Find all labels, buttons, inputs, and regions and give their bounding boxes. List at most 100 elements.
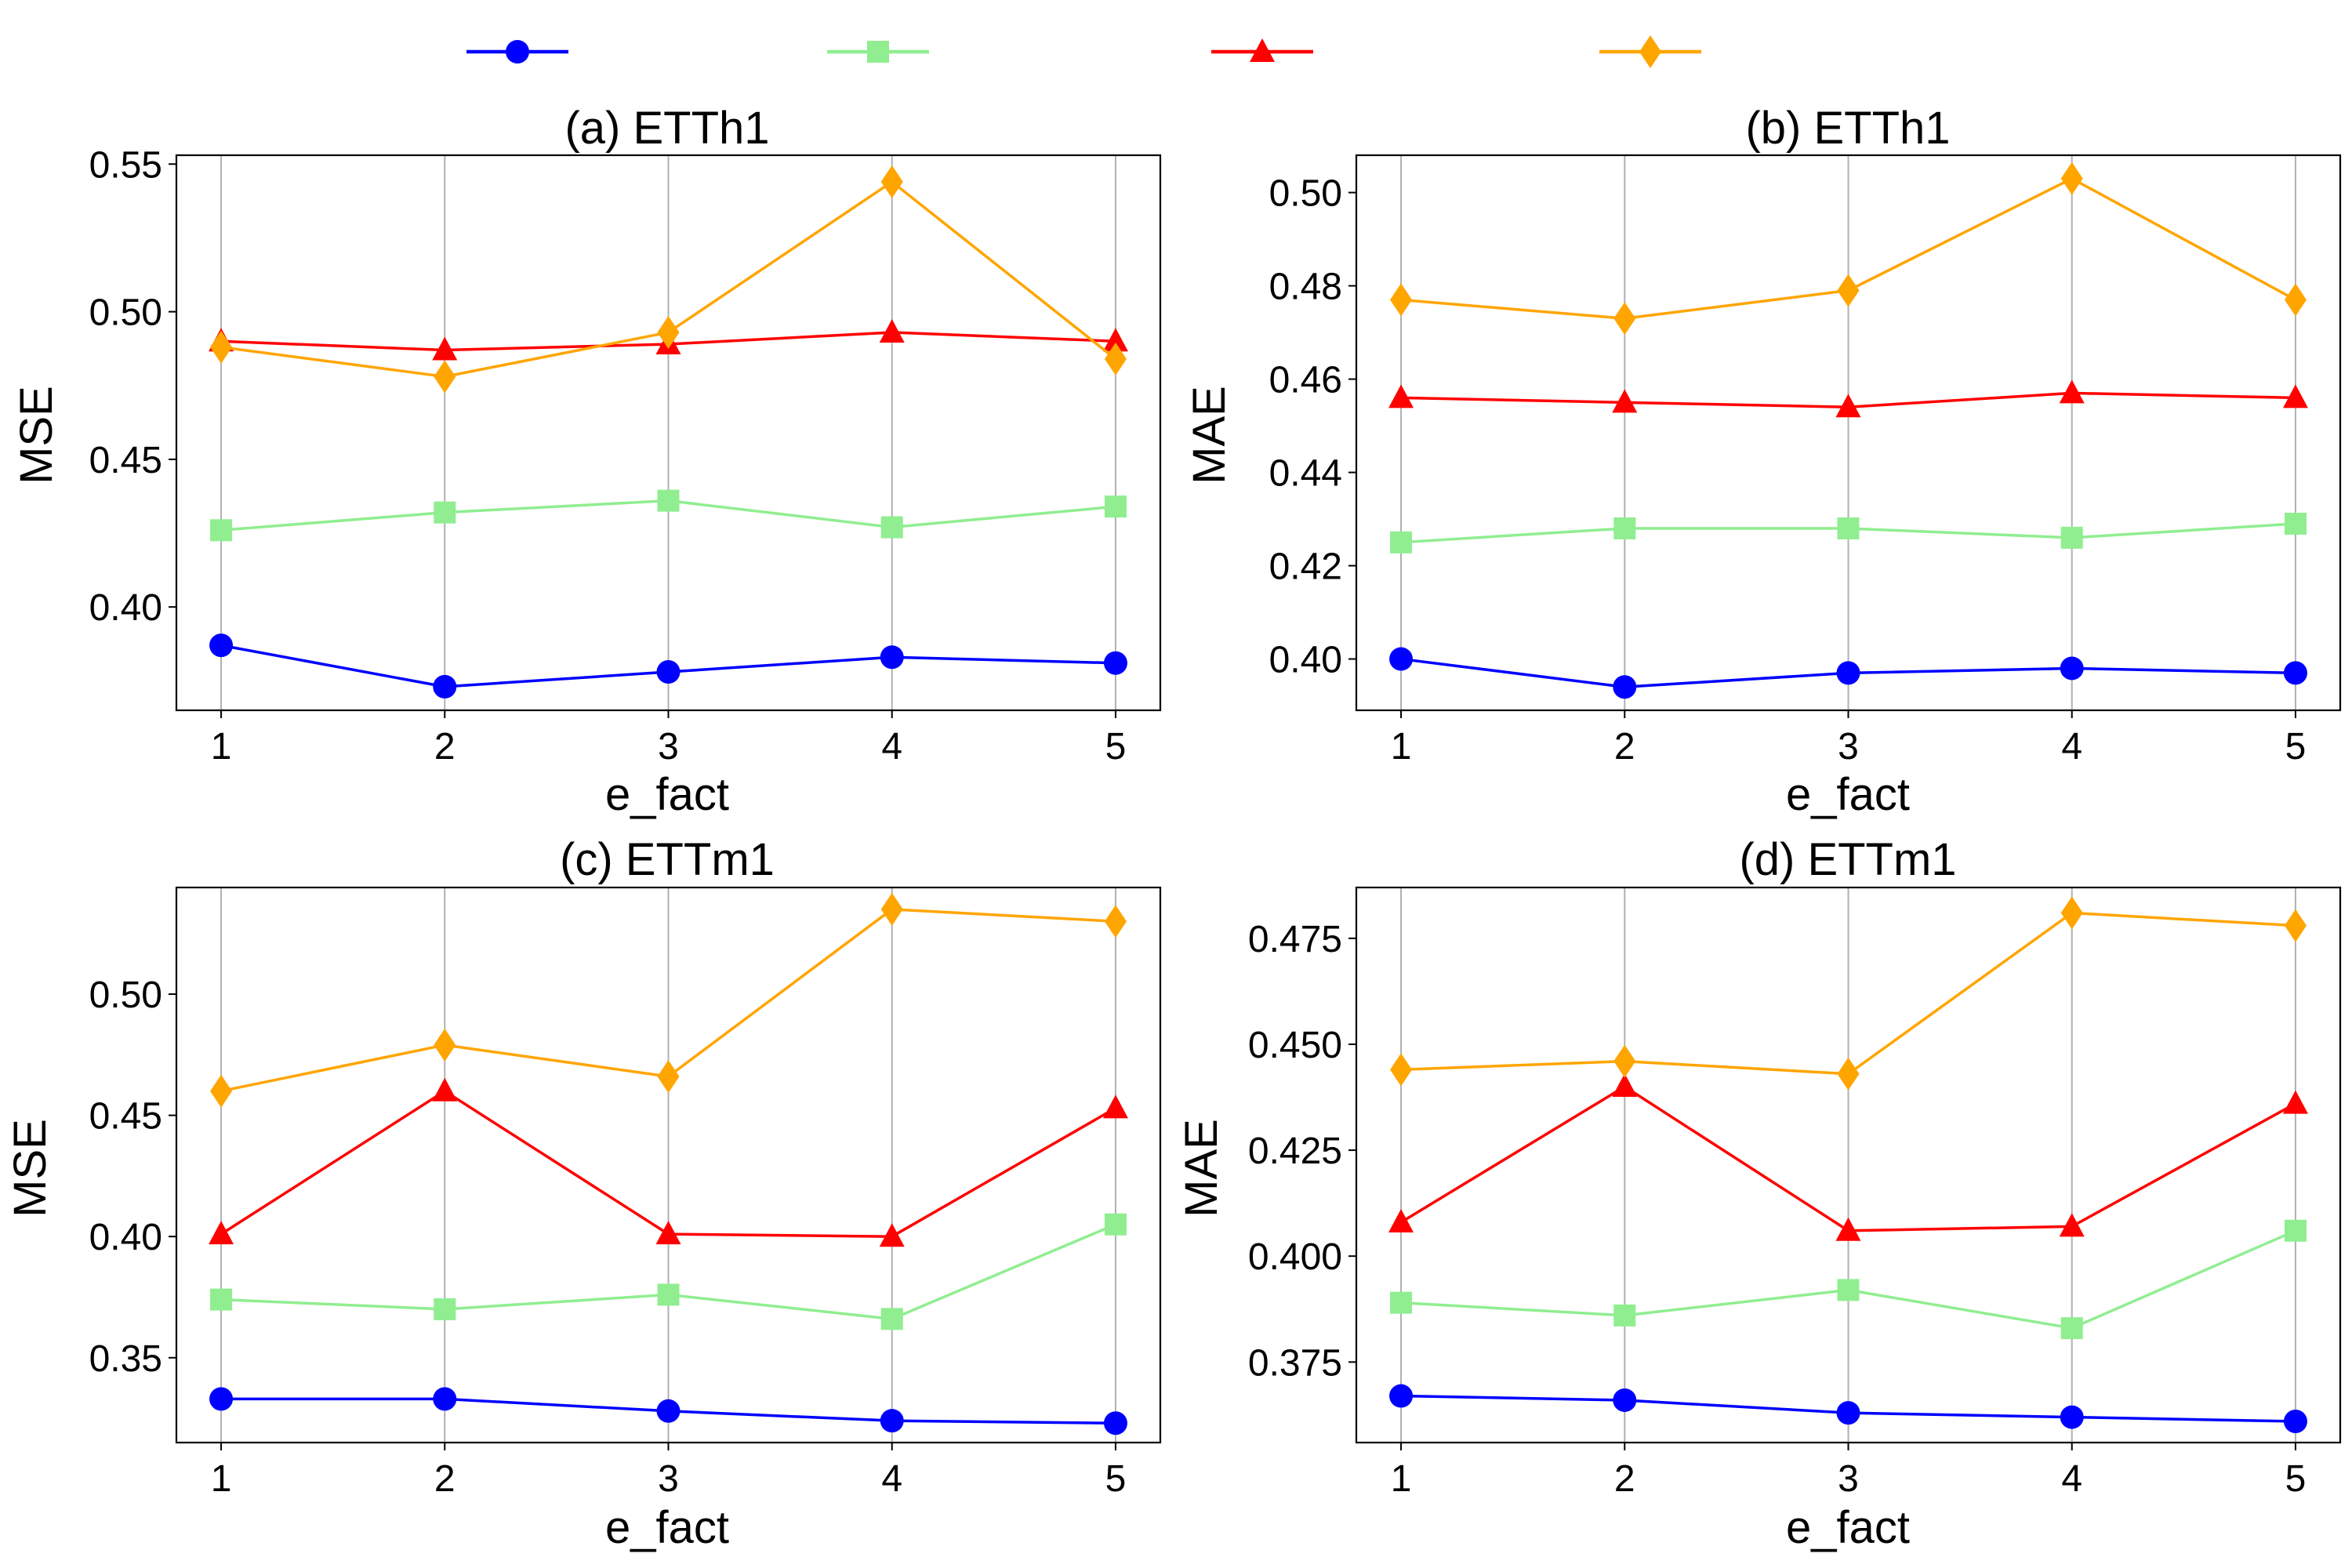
panel-a-series-3-point-3 [880, 165, 903, 198]
panel-c-xtick-label-0: 1 [211, 1458, 232, 1500]
panel-c-series-3-point-4 [1104, 905, 1127, 938]
panel-a-series-1-point-0 [210, 519, 233, 542]
panel-d-xtick-label-0: 1 [1391, 1458, 1412, 1500]
panel-c-xtick-label-3: 4 [881, 1458, 902, 1500]
panel-d-series-1-point-1 [1613, 1304, 1636, 1327]
panel-a-ytick-label-2: 0.50 [89, 292, 162, 334]
panel-b-xtick-label-4: 5 [2285, 726, 2307, 768]
panel-a-series-3-point-1 [434, 360, 456, 394]
panel-b-series-3-point-0 [1390, 283, 1413, 317]
panel-d-series-1-point-4 [2284, 1219, 2307, 1242]
panel-b-series-1-point-2 [1837, 517, 1860, 539]
panel-b-series-0-point-0 [1389, 647, 1414, 671]
panel-a-xtick-label-4: 5 [1105, 726, 1127, 768]
panel-c-series-2-point-3 [879, 1223, 905, 1247]
panel-c-xtick-label-2: 3 [658, 1458, 679, 1500]
panel-c-series-1-point-3 [880, 1308, 903, 1330]
panel-c-series-0-point-3 [880, 1409, 904, 1433]
panel-b-series-3-point-3 [2060, 162, 2083, 195]
panel-c-series-2-point-2 [655, 1221, 681, 1245]
panel-a-xtick-label-3: 4 [881, 726, 902, 768]
panel-d-series-0-point-4 [2283, 1409, 2307, 1433]
panel-a-title: (a) ETTh1 [564, 103, 769, 154]
panel-b-series-2-point-3 [2059, 379, 2085, 404]
legend-marker-diamond-3 [1639, 35, 1661, 68]
panel-a-ylabel: MSE [11, 386, 62, 485]
panel-a-series-1-point-3 [880, 516, 903, 539]
panel-a-xtick-label-1: 2 [434, 726, 456, 768]
panel-d-series-3-point-3 [2060, 896, 2083, 930]
panel-b-series-3-point-4 [2284, 283, 2307, 317]
panel-d-series-2-point-0 [1388, 1208, 1414, 1232]
panel-d: (d) ETTm1 e_fact MAE 1 2 3 4 5 0.375 0.400 0.42… [1176, 834, 2342, 1553]
panel-d-xtick-label-1: 2 [1614, 1458, 1635, 1500]
panel-d-series-2-point-4 [2282, 1090, 2308, 1114]
panel-a-series-2-point-1 [432, 336, 458, 361]
panel-d-ytick-label-4: 0.475 [1248, 919, 1342, 960]
panel-d-xtick-label-2: 3 [1838, 1458, 1859, 1500]
panel-a-series-2-point-4 [1102, 328, 1128, 352]
panel-d-series-1-point-0 [1390, 1291, 1413, 1314]
panel-a-series-0-point-3 [880, 645, 904, 670]
panel-d-series-3-point-1 [1613, 1044, 1636, 1078]
panel-a-series-0-point-2 [656, 660, 681, 684]
panel-b-series-2-point-2 [1835, 394, 1861, 418]
panel-a-series-3-point-4 [1104, 342, 1127, 376]
panel-c-series-1-point-1 [434, 1298, 456, 1320]
panel-d-series-0-point-2 [1836, 1401, 1860, 1425]
panel-a-ytick-label-0: 0.40 [89, 587, 162, 629]
panel-a-ytick-label-3: 0.55 [89, 144, 162, 186]
panel-b-series-3-point-2 [1837, 274, 1860, 307]
panel-a-series-0-point-0 [209, 633, 234, 658]
panel-c-series-2-point-1 [432, 1077, 458, 1102]
panel-a-series-1-point-4 [1104, 495, 1127, 518]
panel-c-ytick-label-3: 0.50 [89, 975, 162, 1016]
legend-marker-square-1 [867, 41, 889, 63]
panel-a-series-0-point-1 [433, 674, 457, 699]
panel-b-series-1-point-3 [2060, 526, 2083, 549]
panel-d-ytick-label-1: 0.400 [1248, 1236, 1342, 1278]
panel-b-series-2-point-4 [2282, 384, 2308, 408]
panel-d-xtick-label-4: 5 [2285, 1458, 2307, 1500]
panel-b: (b) ETTh1 e_fact MAE 1 2 3 4 5 0.40 0.42 0.44 0.… [1184, 103, 2342, 820]
panel-a-series-3-point-2 [657, 315, 680, 349]
panel-b-xtick-label-3: 4 [2061, 726, 2082, 768]
panel-c-xtick-label-4: 5 [1105, 1458, 1127, 1500]
panel-b-xtick-label-1: 2 [1614, 726, 1635, 768]
panel-d-series-0-point-1 [1613, 1388, 1637, 1412]
panel-b-series-2-point-1 [1612, 389, 1638, 413]
legend-marker-triangle-2 [1250, 38, 1275, 62]
panel-c-series-0-point-1 [433, 1387, 457, 1411]
panel-c-series-0-point-0 [209, 1387, 234, 1411]
panel-c-series-3-point-3 [880, 892, 903, 926]
panel-c-series-3-point-1 [434, 1028, 456, 1062]
panel-c-series-0-point-4 [1103, 1411, 1127, 1436]
panel-c-ylabel: MSE [5, 1119, 56, 1218]
panel-a-series-1-point-1 [434, 501, 456, 524]
panel-c-title: (c) ETTm1 [560, 834, 775, 885]
panel-d-ytick-label-3: 0.450 [1248, 1025, 1342, 1066]
panel-c-series-1-point-0 [210, 1288, 233, 1311]
panel-b-series-2-point-0 [1388, 384, 1414, 408]
panel-b-series-3-point-1 [1613, 302, 1636, 336]
panel-d-xlabel: e_fact [1786, 1502, 1910, 1553]
panel-c-xtick-label-1: 2 [434, 1458, 456, 1500]
panel-b-ytick-label-3: 0.46 [1269, 360, 1342, 401]
panel-b-ytick-label-0: 0.40 [1269, 640, 1342, 681]
panel-a-xtick-label-0: 1 [211, 726, 232, 768]
panel-a-xtick-label-2: 3 [658, 726, 679, 768]
panel-d-series-0-point-3 [2060, 1405, 2084, 1429]
panel-b-series-0-point-3 [2060, 656, 2084, 681]
panel-b-ylabel: MAE [1184, 386, 1235, 485]
panel-b-xtick-label-0: 1 [1391, 726, 1412, 768]
panel-a-series-2-point-3 [879, 318, 905, 343]
panel-d-series-1-point-3 [2060, 1317, 2083, 1340]
panel-d-series-2-point-3 [2059, 1213, 2085, 1237]
panel-b-ytick-label-2: 0.44 [1269, 453, 1342, 495]
panel-a-series-1-point-2 [657, 489, 680, 512]
panel-b-series-1-point-1 [1613, 517, 1636, 539]
panel-b-ytick-label-5: 0.50 [1269, 173, 1342, 215]
panel-b-title: (b) ETTh1 [1745, 103, 1950, 154]
panel-a-series-0-point-4 [1103, 651, 1127, 675]
